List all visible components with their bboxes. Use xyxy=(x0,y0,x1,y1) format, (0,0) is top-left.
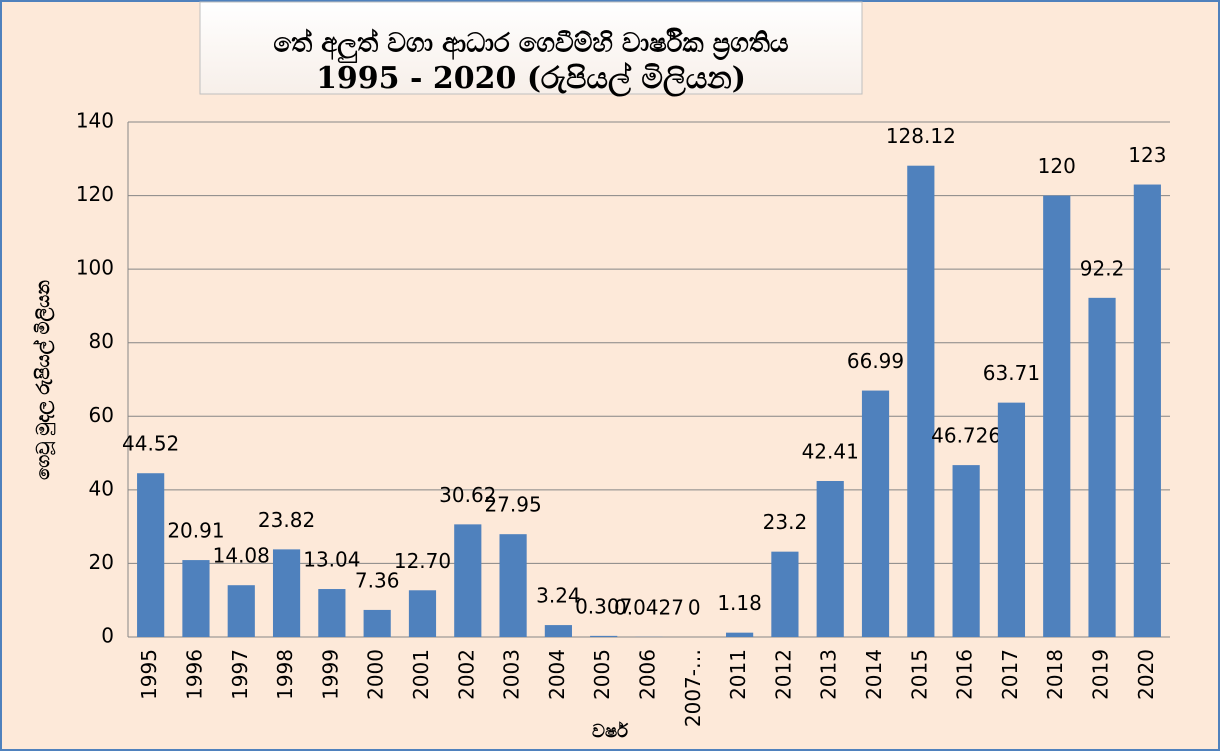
x-tick-label: 2020 xyxy=(1134,649,1158,700)
y-tick-label: 20 xyxy=(89,550,114,574)
chart-subtitle: 1995 - 2020 (රුපියල් මිලියන) xyxy=(316,61,746,97)
chart-title: තේ අලුත් වගා ආධාර ගෙවීම්හි වාර්ෂික ප්‍රග… xyxy=(273,28,789,64)
x-tick-label: 2006 xyxy=(636,649,660,700)
bar xyxy=(1088,297,1116,637)
bar xyxy=(182,560,210,637)
bar xyxy=(861,390,890,637)
x-axis-label: වර්ෂ xyxy=(592,720,629,742)
bar xyxy=(726,632,754,637)
y-tick-label: 80 xyxy=(89,329,114,353)
data-label: 0.0427 xyxy=(614,595,684,619)
x-tick-label: 2013 xyxy=(817,649,841,700)
data-label: 0.307 xyxy=(575,594,632,618)
data-label: 1.18 xyxy=(717,591,762,615)
data-label: 128.12 xyxy=(886,124,956,148)
x-tick-label: 2003 xyxy=(500,649,524,700)
x-tick-label: 2018 xyxy=(1043,649,1067,700)
bar xyxy=(590,635,618,637)
bar xyxy=(997,402,1026,637)
x-tick-label: 2002 xyxy=(454,649,478,700)
data-label: 13.04 xyxy=(303,548,360,572)
bar xyxy=(363,609,391,637)
data-label: 0 xyxy=(688,596,701,620)
bar xyxy=(137,473,165,637)
data-label: 46.726 xyxy=(931,424,1001,448)
x-tick-label: 1997 xyxy=(228,649,252,700)
x-tick-label: 2019 xyxy=(1089,649,1113,700)
x-tick-label: 1999 xyxy=(318,649,342,700)
x-tick-label: 2014 xyxy=(862,649,886,700)
x-tick-label: 1996 xyxy=(182,649,206,700)
x-tick-label: 2016 xyxy=(953,649,977,700)
bar xyxy=(499,534,527,637)
y-tick-label: 100 xyxy=(76,256,114,280)
y-axis-label: ගෙවූ මුදල රුපියල් මිලියන xyxy=(32,280,55,480)
data-label: 42.41 xyxy=(802,439,859,463)
bar xyxy=(1043,195,1071,638)
bar xyxy=(771,551,799,637)
data-label: 92.2 xyxy=(1080,256,1125,280)
x-tick-label: 2000 xyxy=(364,649,388,700)
x-tick-label: 2001 xyxy=(409,649,433,700)
y-tick-label: 40 xyxy=(89,476,114,500)
x-tick-label: 2011 xyxy=(726,649,750,700)
data-label: 66.99 xyxy=(847,349,904,373)
data-label: 120 xyxy=(1038,154,1076,178)
x-tick-label: 2012 xyxy=(771,649,795,700)
x-tick-label: 2017 xyxy=(998,649,1022,700)
x-tick-label: 1998 xyxy=(273,649,297,700)
data-label: 27.95 xyxy=(484,493,541,517)
y-tick-label: 120 xyxy=(76,182,114,206)
x-tick-label: 2007-… xyxy=(681,649,705,727)
y-tick-label: 60 xyxy=(89,403,114,427)
bar xyxy=(1133,184,1161,638)
data-label: 14.08 xyxy=(213,544,270,568)
data-label: 23.2 xyxy=(763,510,808,534)
data-label: 23.82 xyxy=(258,508,315,532)
bar xyxy=(816,480,844,637)
x-tick-label: 2005 xyxy=(590,649,614,700)
data-label: 30.62 xyxy=(439,483,496,507)
data-label: 7.36 xyxy=(355,568,400,592)
data-label: 123 xyxy=(1128,143,1166,167)
data-label: 12.70 xyxy=(394,549,451,573)
x-tick-label: 2004 xyxy=(545,649,569,700)
y-tick-label: 140 xyxy=(76,109,114,133)
bar xyxy=(952,465,980,637)
data-label: 63.71 xyxy=(983,361,1040,385)
bar xyxy=(907,165,935,638)
bar xyxy=(272,549,301,637)
x-tick-label: 2015 xyxy=(907,649,931,700)
data-label: 44.52 xyxy=(122,432,179,456)
bar xyxy=(544,625,572,637)
bar xyxy=(318,589,346,637)
x-tick-label: 1995 xyxy=(137,649,161,700)
bar xyxy=(227,585,255,637)
bar xyxy=(408,590,437,637)
bar xyxy=(454,524,482,637)
title-box xyxy=(199,1,863,95)
data-label: 3.24 xyxy=(536,584,581,608)
data-label: 20.91 xyxy=(167,519,224,543)
y-tick-label: 0 xyxy=(101,624,114,648)
